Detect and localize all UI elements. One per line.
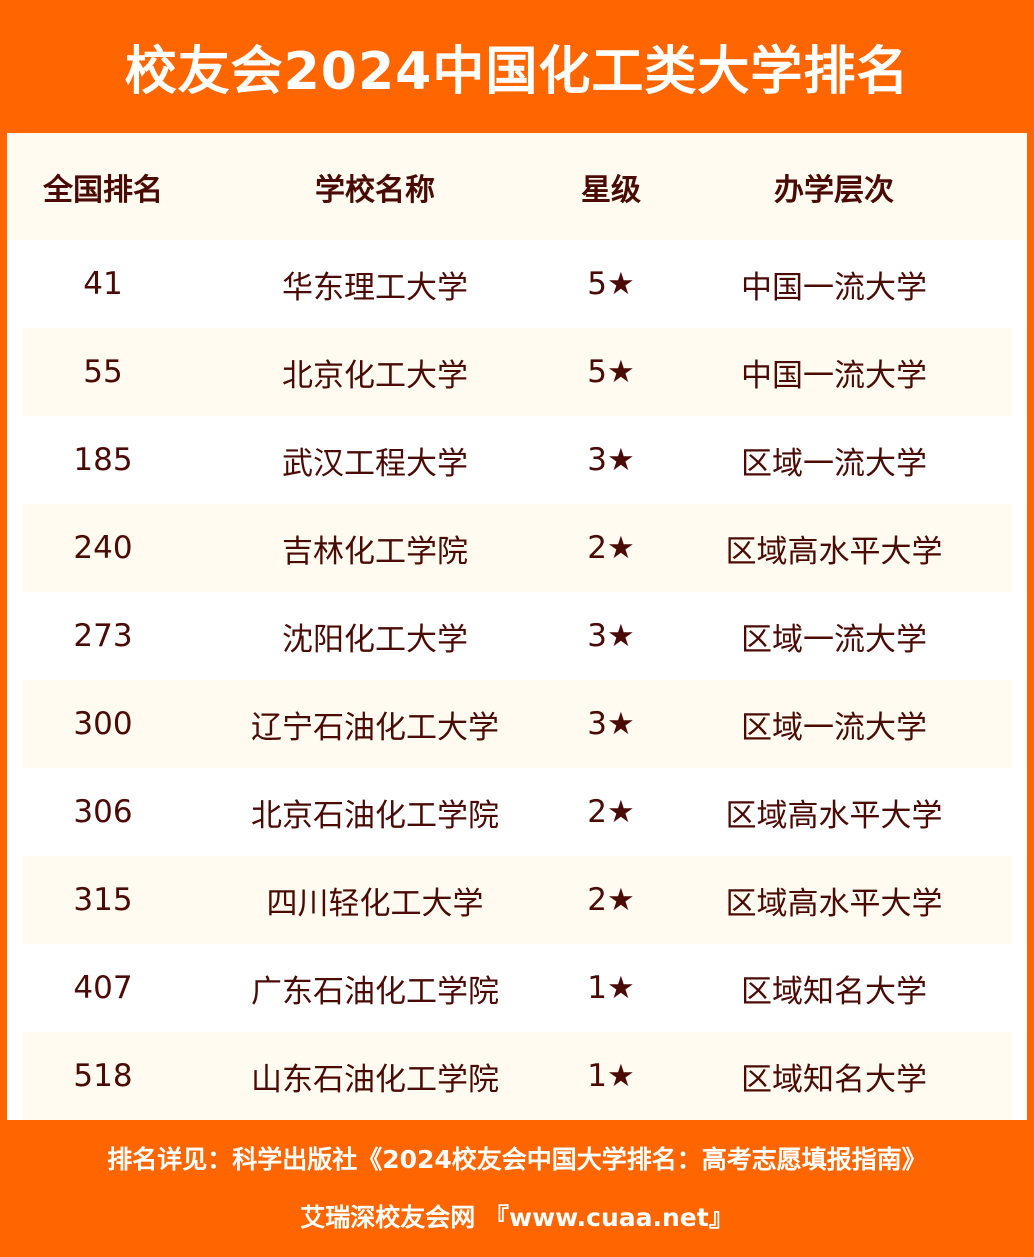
cell-stars: 5★ — [587, 266, 635, 302]
cell-rank: 518 — [73, 1058, 133, 1094]
table-row: 273 沈阳化工大学 3★ 区域一流大学 — [7, 592, 1027, 680]
cell-school: 山东石油化工学院 — [251, 1061, 499, 1098]
page-title: 校友会2024中国化工类大学排名 — [124, 42, 910, 102]
table-row: 41 华东理工大学 5★ 中国一流大学 — [7, 240, 1027, 328]
header-level: 办学层次 — [774, 172, 894, 208]
cell-level: 区域高水平大学 — [725, 797, 943, 834]
cell-stars: 1★ — [587, 1058, 635, 1094]
table-header: 全国排名 学校名称 星级 办学层次 — [7, 133, 1027, 240]
cell-stars: 3★ — [587, 442, 635, 478]
table-row: 306 北京石油化工学院 2★ 区域高水平大学 — [7, 768, 1027, 856]
table-row: 240 吉林化工学院 2★ 区域高水平大学 — [7, 504, 1027, 592]
cell-school: 吉林化工学院 — [282, 533, 468, 570]
cell-rank: 407 — [73, 970, 133, 1006]
row-stripe — [22, 328, 1012, 416]
table-row: 55 北京化工大学 5★ 中国一流大学 — [7, 328, 1027, 416]
cell-school: 辽宁石油化工大学 — [251, 709, 499, 746]
source-note: 排名详见：科学出版社《2024校友会中国大学排名：高考志愿填报指南》 — [107, 1145, 927, 1174]
table-row: 518 山东石油化工学院 1★ 区域知名大学 — [7, 1032, 1027, 1120]
cell-rank: 273 — [73, 618, 133, 654]
ranking-table: 全国排名 学校名称 星级 办学层次 41 华东理工大学 5★ 中国一流大学 55 北京化工… — [7, 133, 1027, 1120]
cell-rank: 300 — [73, 706, 133, 742]
table-row: 185 武汉工程大学 3★ 区域一流大学 — [7, 416, 1027, 504]
cell-stars: 3★ — [587, 706, 635, 742]
cell-level: 区域高水平大学 — [725, 885, 943, 922]
footer: 排名详见：科学出版社《2024校友会中国大学排名：高考志愿填报指南》 艾瑞深校友… — [0, 1120, 1034, 1257]
cell-level: 区域高水平大学 — [725, 533, 943, 570]
table-row: 300 辽宁石油化工大学 3★ 区域一流大学 — [7, 680, 1027, 768]
cell-school: 华东理工大学 — [282, 269, 468, 306]
cell-level: 区域知名大学 — [741, 973, 927, 1010]
row-stripe — [22, 1032, 1012, 1120]
cell-level: 中国一流大学 — [741, 357, 927, 394]
table-row: 315 四川轻化工大学 2★ 区域高水平大学 — [7, 856, 1027, 944]
row-stripe — [22, 856, 1012, 944]
cell-stars: 2★ — [587, 794, 635, 830]
cell-school: 沈阳化工大学 — [282, 621, 468, 658]
cell-level: 区域一流大学 — [741, 709, 927, 746]
header-school: 学校名称 — [315, 172, 435, 208]
cell-rank: 41 — [83, 266, 123, 302]
cell-level: 区域一流大学 — [741, 621, 927, 658]
cell-rank: 185 — [73, 442, 133, 478]
cell-school: 四川轻化工大学 — [266, 885, 484, 922]
cell-rank: 315 — [73, 882, 133, 918]
cell-school: 广东石油化工学院 — [251, 973, 499, 1010]
header-rank: 全国排名 — [43, 172, 163, 208]
cell-stars: 1★ — [587, 970, 635, 1006]
cell-school: 北京化工大学 — [282, 357, 468, 394]
header-stars: 星级 — [581, 172, 641, 208]
website-credit: 艾瑞深校友会网 『www.cuaa.net』 — [300, 1203, 734, 1232]
cell-level: 区域知名大学 — [741, 1061, 927, 1098]
cell-school: 武汉工程大学 — [282, 445, 468, 482]
cell-level: 中国一流大学 — [741, 269, 927, 306]
cell-stars: 5★ — [587, 354, 635, 390]
cell-rank: 240 — [73, 530, 133, 566]
row-stripe — [22, 504, 1012, 592]
cell-stars: 2★ — [587, 882, 635, 918]
cell-rank: 55 — [83, 354, 123, 390]
cell-stars: 3★ — [587, 618, 635, 654]
row-stripe — [22, 680, 1012, 768]
cell-school: 北京石油化工学院 — [251, 797, 499, 834]
cell-level: 区域一流大学 — [741, 445, 927, 482]
cell-stars: 2★ — [587, 530, 635, 566]
cell-rank: 306 — [73, 794, 133, 830]
table-row: 407 广东石油化工学院 1★ 区域知名大学 — [7, 944, 1027, 1032]
